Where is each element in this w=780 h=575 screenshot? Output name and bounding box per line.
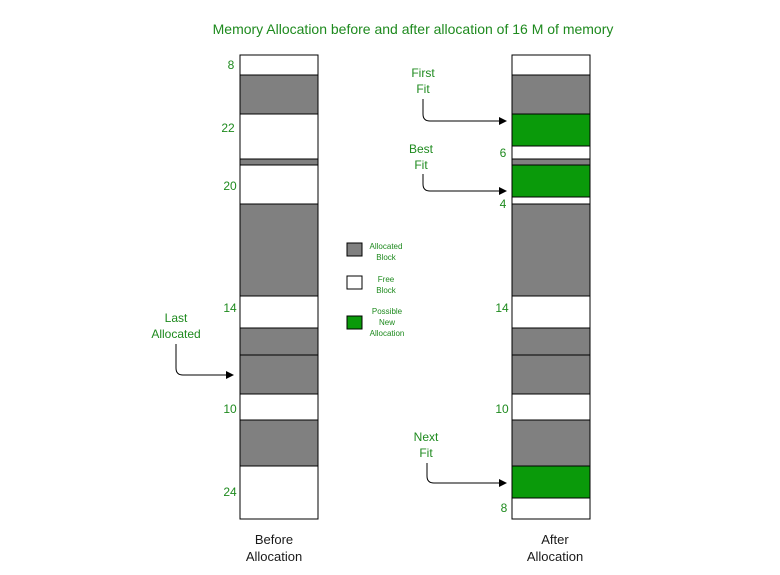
free-block bbox=[511, 54, 591, 76]
free-block bbox=[239, 54, 319, 76]
allocated-block bbox=[239, 203, 319, 297]
free-block bbox=[239, 164, 319, 205]
legend: Allocated Block Free Block Possible New … bbox=[346, 242, 405, 338]
size-label: 10 bbox=[223, 402, 237, 416]
allocated-block bbox=[239, 158, 319, 166]
after-caption: After bbox=[541, 532, 569, 547]
size-label: 20 bbox=[223, 179, 237, 193]
before-memory-column bbox=[239, 54, 319, 520]
allocated-block bbox=[511, 203, 591, 297]
allocated-block bbox=[239, 354, 319, 395]
free-block bbox=[511, 295, 591, 329]
size-label: 14 bbox=[495, 301, 509, 315]
size-label: 22 bbox=[221, 121, 235, 135]
legend-free-label: Block bbox=[376, 286, 397, 295]
free-block bbox=[511, 145, 591, 160]
allocated-block bbox=[239, 419, 319, 467]
next-fit-arrow bbox=[426, 463, 507, 487]
after-caption: Allocation bbox=[527, 549, 583, 564]
legend-new-label: Allocation bbox=[370, 329, 405, 338]
free-block bbox=[239, 113, 319, 160]
legend-allocated-swatch bbox=[346, 242, 363, 257]
first-fit-label: Fit bbox=[416, 82, 430, 96]
allocated-block bbox=[511, 327, 591, 356]
legend-free-swatch bbox=[346, 275, 363, 290]
size-label: 10 bbox=[495, 402, 509, 416]
allocated-block bbox=[239, 74, 319, 115]
best-fit-allocation-block bbox=[511, 164, 591, 198]
allocated-block bbox=[511, 354, 591, 395]
last-allocated-label: Allocated bbox=[151, 327, 200, 341]
legend-allocated-label: Block bbox=[376, 253, 397, 262]
size-label: 6 bbox=[500, 146, 507, 160]
legend-new-swatch bbox=[346, 315, 363, 330]
size-label: 4 bbox=[500, 197, 507, 211]
free-block bbox=[239, 295, 319, 329]
free-block bbox=[511, 497, 591, 520]
best-fit-label: Best bbox=[409, 142, 434, 156]
size-label: 14 bbox=[223, 301, 237, 315]
free-block bbox=[239, 465, 319, 520]
free-block bbox=[239, 393, 319, 421]
last-allocated-arrow bbox=[175, 344, 234, 379]
first-fit-arrow bbox=[422, 99, 507, 125]
legend-allocated-label: Allocated bbox=[370, 242, 403, 251]
allocated-block bbox=[511, 419, 591, 467]
size-label: 8 bbox=[501, 501, 508, 515]
best-fit-label: Fit bbox=[414, 158, 428, 172]
size-label: 24 bbox=[223, 485, 237, 499]
best-fit-arrow bbox=[422, 174, 507, 195]
next-fit-allocation-block bbox=[511, 465, 591, 499]
allocated-block bbox=[239, 327, 319, 356]
next-fit-label: Next bbox=[414, 430, 439, 444]
first-fit-allocation-block bbox=[511, 113, 591, 147]
allocated-block bbox=[511, 74, 591, 115]
legend-free-label: Free bbox=[378, 275, 395, 284]
last-allocated-label: Last bbox=[165, 311, 188, 325]
free-block bbox=[511, 196, 591, 205]
before-caption: Allocation bbox=[246, 549, 302, 564]
next-fit-label: Fit bbox=[419, 446, 433, 460]
free-block bbox=[511, 393, 591, 421]
first-fit-label: First bbox=[411, 66, 435, 80]
legend-new-label: Possible bbox=[372, 307, 403, 316]
allocated-block bbox=[511, 158, 591, 166]
legend-new-label: New bbox=[379, 318, 395, 327]
size-label: 8 bbox=[228, 58, 235, 72]
after-memory-column bbox=[511, 54, 591, 520]
before-caption: Before bbox=[255, 532, 293, 547]
diagram-title: Memory Allocation before and after alloc… bbox=[213, 21, 614, 37]
